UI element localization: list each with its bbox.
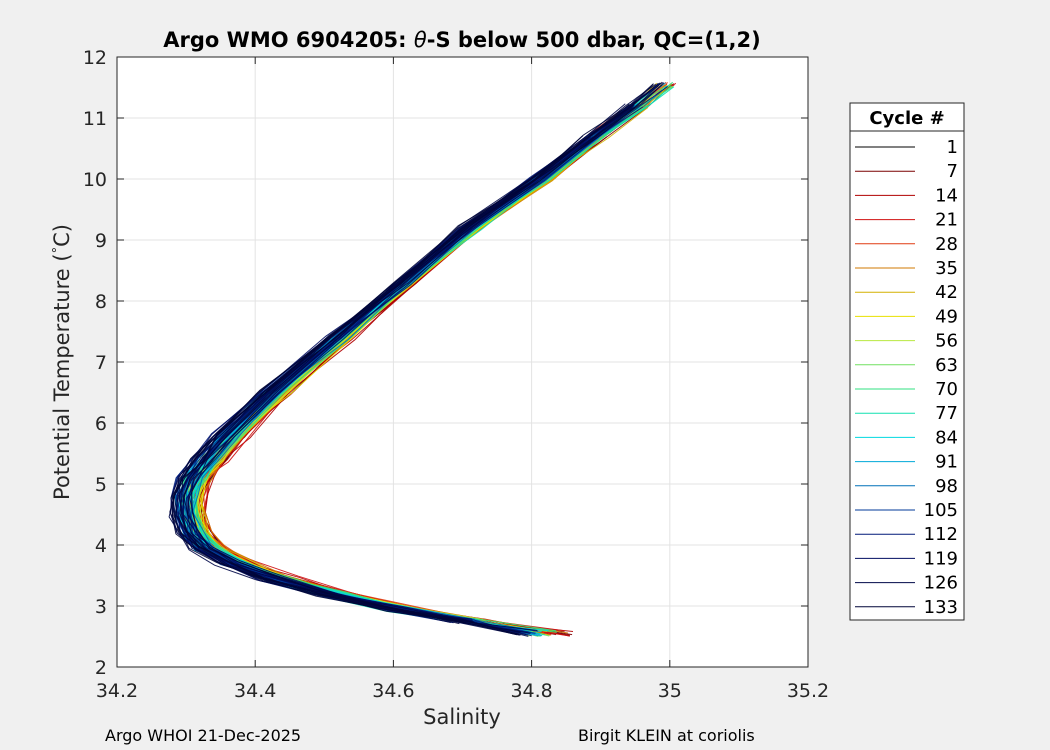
legend-label: 14 (935, 185, 958, 206)
x-tick-label: 34.2 (96, 680, 138, 702)
y-tick-label: 3 (95, 596, 107, 618)
legend-label: 42 (935, 282, 958, 303)
profile-line-cycle (171, 135, 584, 636)
y-tick-label: 8 (95, 291, 107, 313)
profile-lines (168, 81, 677, 637)
y-tick-label: 7 (95, 352, 107, 374)
legend-label: 28 (935, 234, 958, 255)
footer-right: Birgit KLEIN at coriolis (578, 726, 755, 745)
legend-label: 77 (935, 403, 958, 424)
legend-label: 126 (924, 573, 958, 594)
legend-label: 91 (935, 452, 958, 473)
profile-line-cycle (188, 133, 600, 622)
profile-line-cycle (187, 136, 594, 622)
legend: Cycle # 1 7 14 21 28 35 42 49 56 63 70 77 84 91 98 105 1… (849, 102, 965, 621)
legend-label: 133 (924, 597, 958, 618)
x-tick-label: 34.8 (510, 680, 552, 702)
y-tick-label: 12 (83, 47, 107, 69)
legend-label: 112 (924, 524, 958, 545)
x-tick-label: 35 (658, 680, 682, 702)
y-tick-label: 9 (95, 230, 107, 252)
x-tick-label: 34.6 (372, 680, 414, 702)
legend-label: 63 (935, 355, 958, 376)
x-axis-label: Salinity (423, 705, 501, 729)
x-tick-label: 35.2 (787, 680, 829, 702)
legend-label: 35 (935, 258, 958, 279)
legend-title: Cycle # (869, 108, 944, 129)
profile-line-cycle (168, 106, 635, 623)
y-tick-label: 5 (95, 474, 107, 496)
y-tick-label: 2 (95, 657, 107, 679)
x-tick-label: 34.4 (234, 680, 276, 702)
footer-left: Argo WHOI 21-Dec-2025 (105, 726, 301, 745)
y-tick-label: 4 (95, 535, 107, 557)
profile-line-cycle (183, 84, 654, 624)
y-tick-labels: 2 3 4 5 6 7 8 9 10 11 12 (83, 47, 107, 679)
legend-label: 7 (947, 161, 958, 182)
x-tick-labels: 34.2 34.4 34.6 34.8 35 35.2 (96, 680, 829, 702)
y-tick-label: 10 (83, 169, 107, 191)
legend-label: 105 (924, 500, 958, 521)
legend-label: 49 (935, 306, 958, 327)
legend-label: 70 (935, 379, 958, 400)
legend-label: 119 (924, 548, 958, 569)
profile-line-cycle (181, 136, 591, 620)
legend-label: 21 (935, 210, 958, 231)
legend-label: 56 (935, 331, 958, 352)
chart-title: Argo WMO 6904205: θ-S below 500 dbar, QC… (163, 28, 760, 52)
legend-label: 84 (935, 427, 958, 448)
y-tick-label: 11 (83, 108, 107, 130)
y-tick-label: 6 (95, 413, 107, 435)
y-axis-label: Potential Temperature (°C) (50, 224, 74, 500)
profile-line-cycle (171, 82, 659, 635)
legend-label: 98 (935, 476, 958, 497)
legend-label: 1 (947, 137, 958, 158)
